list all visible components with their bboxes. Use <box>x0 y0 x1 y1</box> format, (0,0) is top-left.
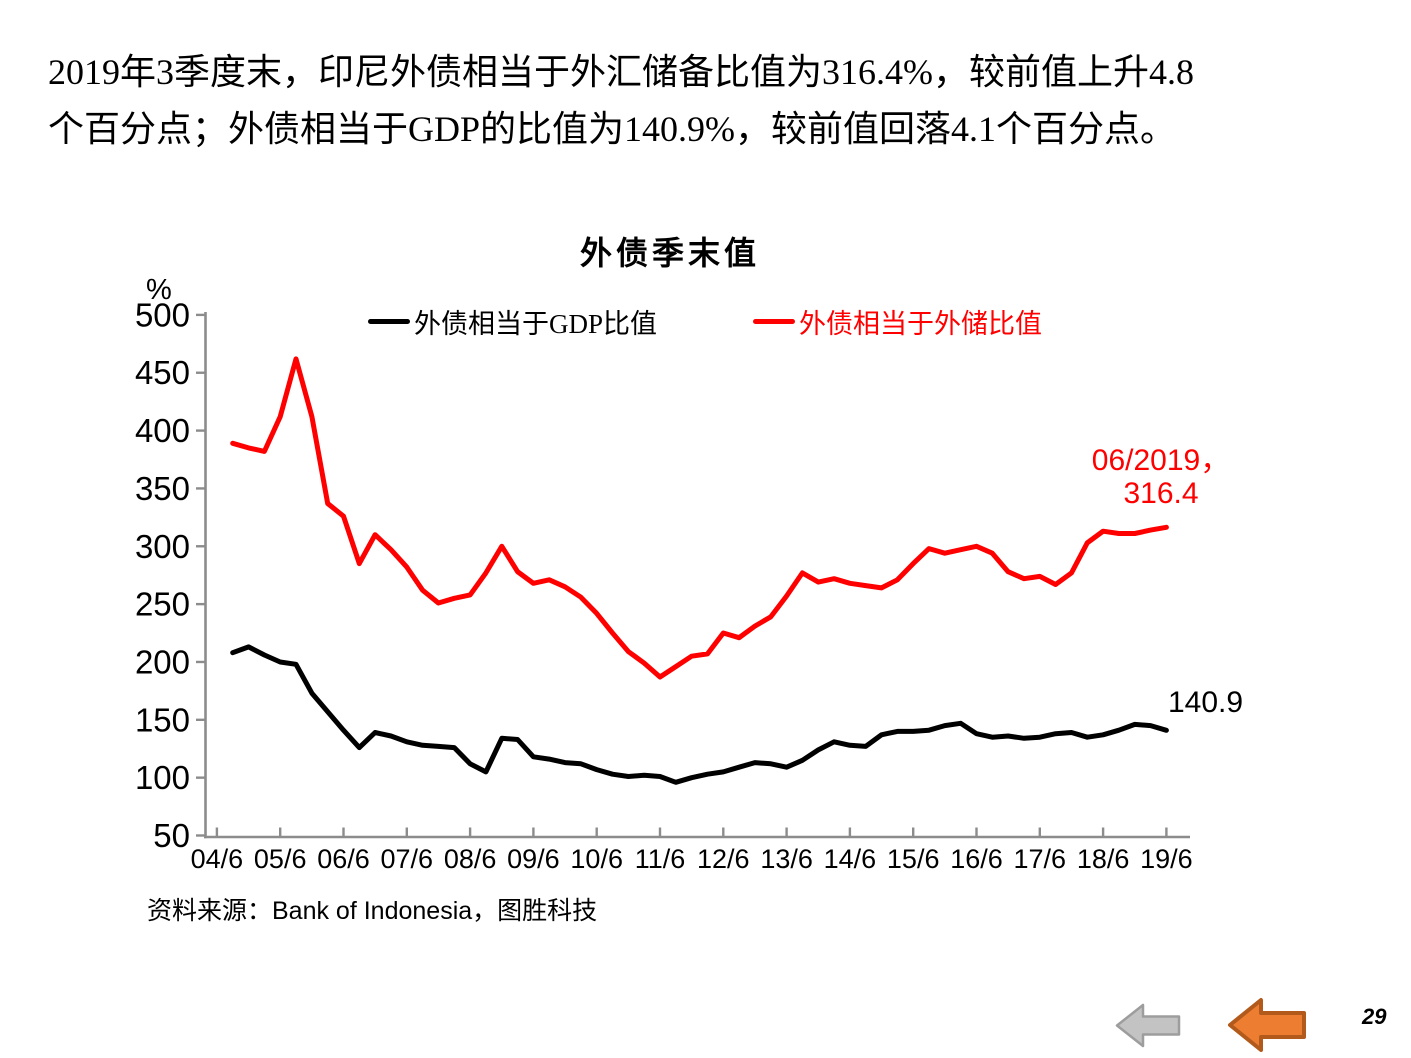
x-tick-label: 08/6 <box>444 844 497 874</box>
x-tick-label: 13/6 <box>760 844 813 874</box>
x-tick-label: 12/6 <box>697 844 750 874</box>
y-tick-label: 250 <box>135 586 190 623</box>
source-note: 资料来源：Bank of Indonesia，图胜科技 <box>147 897 598 925</box>
gdp-annotation-value: 140.9 <box>1168 686 1244 719</box>
x-tick-label: 16/6 <box>950 844 1003 874</box>
slide-heading-line1: 2019年3季度末，印尼外债相当于外汇储备比值为316.4%，较前值上升4.8 <box>48 52 1194 92</box>
y-tick-label: 50 <box>153 817 190 854</box>
reserve-annotation-date: 06/2019， <box>1091 444 1231 477</box>
y-tick-label: 450 <box>135 354 190 391</box>
y-tick-label: 200 <box>135 643 190 680</box>
x-tick-label: 09/6 <box>507 844 560 874</box>
legend-item-reserve: 外债相当于外储比值 <box>753 302 1042 341</box>
reserve-ratio-line <box>230 356 1169 680</box>
legend-item-gdp: 外债相当于GDP比值 <box>368 302 657 341</box>
page-number: 29 <box>1362 1004 1387 1029</box>
slide-heading-line2: 个百分点；外债相当于GDP的比值为140.9%，较前值回落4.1个百分点。 <box>48 109 1177 149</box>
y-tick-label: 300 <box>135 528 190 565</box>
x-tick-label: 14/6 <box>824 844 877 874</box>
x-tick-label: 06/6 <box>317 844 370 874</box>
reserve-annotation-value: 316.4 <box>1123 477 1199 510</box>
y-tick-label: 500 <box>135 296 190 333</box>
x-tick-label: 10/6 <box>570 844 623 874</box>
left-arrow-icon <box>1228 998 1306 1052</box>
x-tick-label: 11/6 <box>635 844 686 874</box>
chart-title: 外债季末值 <box>579 235 760 271</box>
x-tick-label: 17/6 <box>1014 844 1067 874</box>
slide-heading: 2019年3季度末，印尼外债相当于外汇储备比值为316.4%，较前值上升4.8 … <box>48 44 1194 158</box>
x-tick-label: 19/6 <box>1140 844 1193 874</box>
x-tick-label: 05/6 <box>254 844 307 874</box>
legend-label-reserve: 外债相当于外储比值 <box>799 309 1042 339</box>
x-tick-label: 15/6 <box>887 844 940 874</box>
y-tick-label: 100 <box>135 759 190 796</box>
y-tick-label: 350 <box>135 470 190 507</box>
nav-back-button-primary[interactable] <box>1227 997 1307 1058</box>
x-tick-label: 07/6 <box>381 844 434 874</box>
left-arrow-icon <box>1115 1003 1181 1048</box>
reserve-annotation: 06/2019， 316.4 <box>1083 444 1239 510</box>
gdp-line-swatch <box>368 319 410 324</box>
nav-back-button-secondary[interactable] <box>1115 1003 1181 1053</box>
gdp-ratio-line <box>230 644 1169 785</box>
reserve-line-swatch <box>753 319 795 324</box>
y-tick-label: 400 <box>135 412 190 449</box>
x-tick-label: 18/6 <box>1077 844 1130 874</box>
y-axis-unit-label: % <box>146 274 172 306</box>
y-tick-label: 150 <box>135 701 190 738</box>
x-tick-label: 04/6 <box>191 844 244 874</box>
legend-label-gdp: 外债相当于GDP比值 <box>414 309 658 339</box>
